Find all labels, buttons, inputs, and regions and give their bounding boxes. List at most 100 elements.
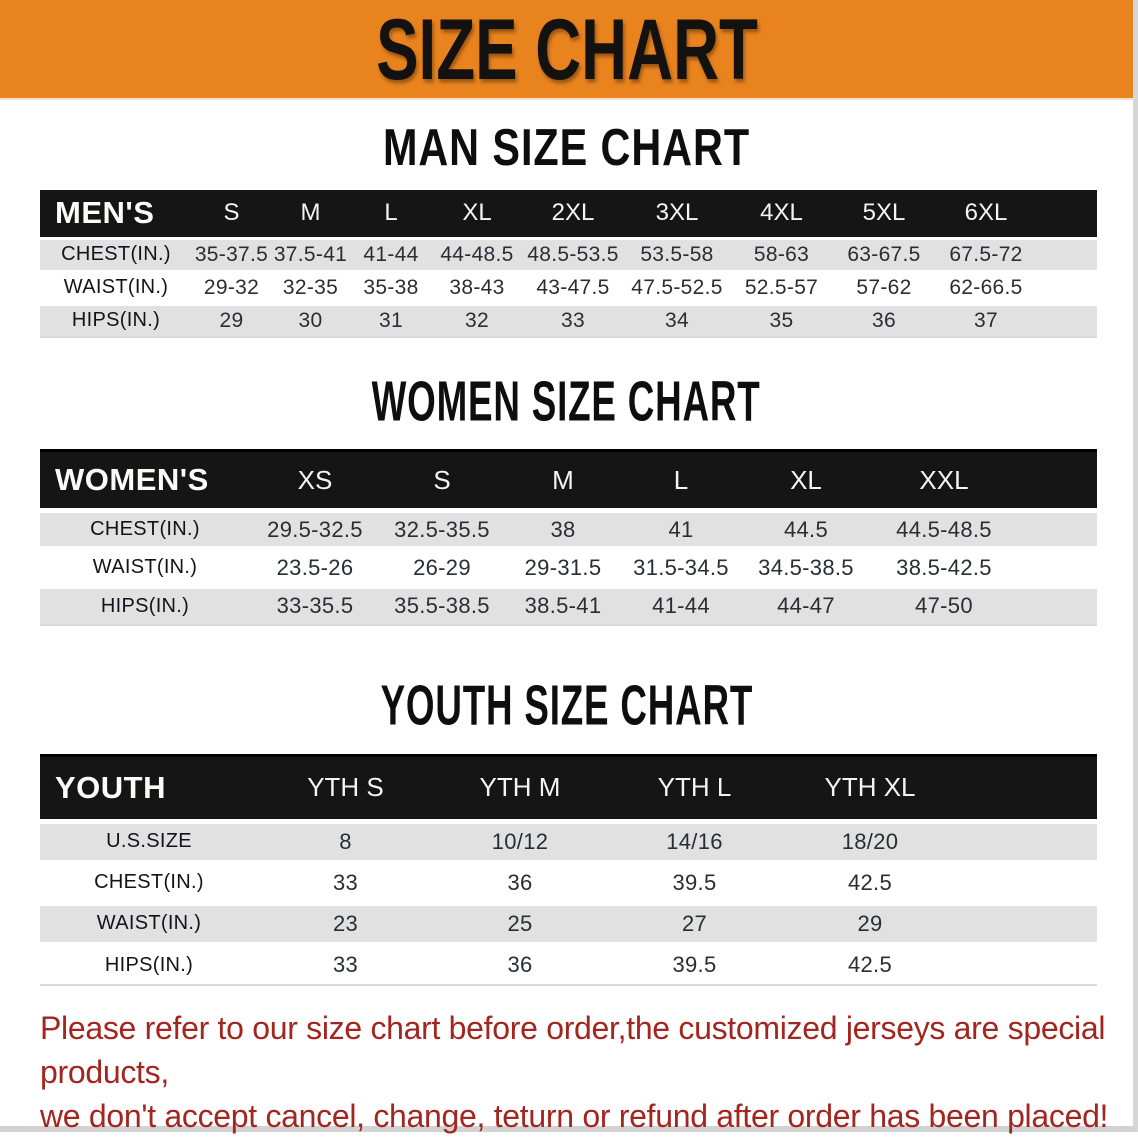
value-cell: 44-48.5 (432, 236, 522, 271)
spacer-cell (958, 900, 1097, 944)
value-cell: 29.5-32.5 (250, 508, 380, 549)
value-cell: 34.5-38.5 (740, 546, 872, 587)
value-cell: 53.5-58 (624, 236, 730, 271)
value-cell: 35-37.5 (192, 236, 271, 271)
women-size-table: WOMEN'S XS S M L XL XXL CHEST(IN.) 29.5-… (40, 449, 1097, 626)
value-cell: 34 (624, 302, 730, 337)
value-cell: 27 (607, 900, 782, 944)
size-col-header: XL (432, 190, 522, 238)
size-col-header: XXL (872, 449, 1016, 512)
value-cell: 52.5-57 (730, 269, 833, 304)
row-label: WAIST(IN.) (40, 269, 192, 304)
value-cell: 37 (935, 302, 1037, 337)
row-label: HIPS(IN.) (40, 302, 192, 337)
size-col-header: 6XL (935, 190, 1037, 238)
women-table-label: WOMEN'S (40, 449, 250, 512)
value-cell: 42.5 (782, 941, 958, 985)
value-cell: 33-35.5 (250, 584, 380, 625)
size-col-header: M (271, 190, 350, 238)
value-cell: 44.5 (740, 508, 872, 549)
men-table-label: MEN'S (40, 190, 192, 238)
value-cell: 29-31.5 (504, 546, 622, 587)
disclaimer-line-2: we don't accept cancel, change, teturn o… (40, 1098, 1109, 1134)
spacer-cell (1037, 236, 1097, 271)
size-col-header: 5XL (833, 190, 935, 238)
value-cell: 35.5-38.5 (380, 584, 504, 625)
value-cell: 31 (350, 302, 432, 337)
row-label: HIPS(IN.) (40, 584, 250, 625)
row-label: CHEST(IN.) (40, 859, 258, 903)
value-cell: 23 (258, 900, 433, 944)
youth-size-table: YOUTH YTH S YTH M YTH L YTH XL U.S.SIZE … (40, 753, 1097, 986)
value-cell: 62-66.5 (935, 269, 1037, 304)
value-cell: 36 (433, 941, 607, 985)
spacer-cell (958, 818, 1097, 862)
women-chest-row: CHEST(IN.) 29.5-32.5 32.5-35.5 38 41 44.… (40, 508, 1097, 549)
value-cell: 32.5-35.5 (380, 508, 504, 549)
value-cell: 63-67.5 (833, 236, 935, 271)
men-section-heading-text: MAN SIZE CHART (382, 118, 751, 177)
size-col-header: L (350, 190, 432, 238)
women-section-heading: WOMEN SIZE CHART (0, 369, 1133, 432)
value-cell: 44.5-48.5 (872, 508, 1016, 549)
value-cell: 23.5-26 (250, 546, 380, 587)
size-col-header: S (192, 190, 271, 238)
value-cell: 41 (622, 508, 740, 549)
value-cell: 67.5-72 (935, 236, 1037, 271)
youth-section-heading: YOUTH SIZE CHART (0, 673, 1133, 736)
value-cell: 41-44 (622, 584, 740, 625)
value-cell: 38.5-42.5 (872, 546, 1016, 587)
value-cell: 32 (432, 302, 522, 337)
value-cell: 43-47.5 (522, 269, 624, 304)
row-label: WAIST(IN.) (40, 546, 250, 587)
row-label: WAIST(IN.) (40, 900, 258, 944)
value-cell: 36 (433, 859, 607, 903)
men-hips-row: HIPS(IN.) 29 30 31 32 33 34 35 36 37 (40, 302, 1097, 337)
spacer-cell (1037, 269, 1097, 304)
value-cell: 33 (258, 859, 433, 903)
value-cell: 42.5 (782, 859, 958, 903)
spacer-cell (1016, 546, 1097, 587)
size-chart-banner: SIZE CHART (0, 0, 1133, 100)
men-chest-row: CHEST(IN.) 35-37.5 37.5-41 41-44 44-48.5… (40, 236, 1097, 271)
men-size-table: MEN'S S M L XL 2XL 3XL 4XL 5XL 6XL CHEST… (40, 190, 1097, 338)
size-col-header: 2XL (522, 190, 624, 238)
size-col-header: S (380, 449, 504, 512)
youth-section-heading-text: YOUTH SIZE CHART (380, 672, 753, 737)
value-cell: 35 (730, 302, 833, 337)
spacer-cell (958, 859, 1097, 903)
size-col-header: XS (250, 449, 380, 512)
row-label: CHEST(IN.) (40, 508, 250, 549)
value-cell: 38 (504, 508, 622, 549)
women-section-heading-text: WOMEN SIZE CHART (372, 369, 761, 433)
size-col-header: YTH XL (782, 753, 958, 823)
spacer-cell (958, 753, 1097, 823)
women-table-header-row: WOMEN'S XS S M L XL XXL (40, 449, 1097, 512)
value-cell: 37.5-41 (271, 236, 350, 271)
value-cell: 18/20 (782, 818, 958, 862)
spacer-cell (1016, 584, 1097, 625)
youth-chest-row: CHEST(IN.) 33 36 39.5 42.5 (40, 859, 1097, 903)
value-cell: 30 (271, 302, 350, 337)
value-cell: 57-62 (833, 269, 935, 304)
spacer-cell (1016, 449, 1097, 512)
size-col-header: YTH M (433, 753, 607, 823)
value-cell: 47-50 (872, 584, 1016, 625)
banner-title: SIZE CHART (375, 0, 758, 98)
value-cell: 39.5 (607, 941, 782, 985)
disclaimer-text: Please refer to our size chart before or… (40, 1006, 1113, 1138)
youth-table-header-row: YOUTH YTH S YTH M YTH L YTH XL (40, 753, 1097, 823)
size-col-header: 4XL (730, 190, 833, 238)
youth-waist-row: WAIST(IN.) 23 25 27 29 (40, 900, 1097, 944)
value-cell: 14/16 (607, 818, 782, 862)
value-cell: 41-44 (350, 236, 432, 271)
value-cell: 33 (258, 941, 433, 985)
value-cell: 29 (782, 900, 958, 944)
value-cell: 10/12 (433, 818, 607, 862)
value-cell: 33 (522, 302, 624, 337)
value-cell: 32-35 (271, 269, 350, 304)
value-cell: 26-29 (380, 546, 504, 587)
value-cell: 38-43 (432, 269, 522, 304)
value-cell: 29-32 (192, 269, 271, 304)
row-label: HIPS(IN.) (40, 941, 258, 985)
